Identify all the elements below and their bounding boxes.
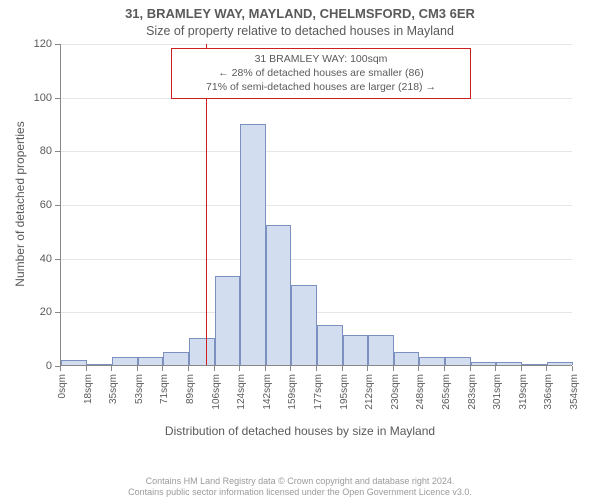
xtick-mark <box>393 366 394 371</box>
histogram-bar <box>189 338 215 365</box>
xtick-mark <box>214 366 215 371</box>
ytick-label: 80 <box>0 145 52 157</box>
xtick-mark <box>290 366 291 371</box>
histogram-bar <box>394 352 420 365</box>
ytick-mark <box>55 151 60 152</box>
xtick-mark <box>239 366 240 371</box>
histogram-bar <box>215 276 241 365</box>
xtick-label: 0sqm <box>57 374 68 398</box>
xtick-mark <box>137 366 138 371</box>
xtick-mark <box>444 366 445 371</box>
xtick-mark <box>342 366 343 371</box>
xtick-label: 18sqm <box>83 374 94 404</box>
xtick-label: 71sqm <box>159 374 170 404</box>
xtick-mark <box>521 366 522 371</box>
ytick-label: 100 <box>0 92 52 104</box>
ytick-label: 120 <box>0 38 52 50</box>
annotation-line: ← 28% of detached houses are smaller (86… <box>178 66 464 80</box>
histogram-bar <box>368 335 394 365</box>
x-axis-title: Distribution of detached houses by size … <box>0 424 600 438</box>
histogram-bar <box>496 362 522 365</box>
xtick-label: 248sqm <box>415 374 426 410</box>
ytick-mark <box>55 205 60 206</box>
xtick-mark <box>265 366 266 371</box>
xtick-label: 265sqm <box>441 374 452 410</box>
ytick-label: 0 <box>0 360 52 372</box>
gridline <box>61 205 572 206</box>
xtick-label: 106sqm <box>211 374 222 410</box>
histogram-bar <box>112 357 138 365</box>
xtick-mark <box>418 366 419 371</box>
histogram-bar <box>266 225 292 365</box>
gridline <box>61 151 572 152</box>
histogram-bar <box>343 335 369 365</box>
histogram-bar <box>445 357 471 365</box>
xtick-label: 177sqm <box>313 374 324 410</box>
xtick-label: 142sqm <box>262 374 273 410</box>
xtick-label: 301sqm <box>492 374 503 410</box>
xtick-label: 319sqm <box>518 374 529 410</box>
histogram-bar <box>61 360 87 365</box>
annotation-line: 31 BRAMLEY WAY: 100sqm <box>178 52 464 66</box>
xtick-mark <box>60 366 61 371</box>
histogram-bar <box>240 124 266 366</box>
histogram-bar <box>138 357 164 365</box>
attribution-text: Contains HM Land Registry data © Crown c… <box>0 476 600 499</box>
histogram-bar <box>87 364 113 365</box>
chart-title-main: 31, BRAMLEY WAY, MAYLAND, CHELMSFORD, CM… <box>0 6 600 21</box>
xtick-mark <box>111 366 112 371</box>
xtick-label: 124sqm <box>236 374 247 410</box>
ytick-label: 20 <box>0 306 52 318</box>
xtick-label: 89sqm <box>185 374 196 404</box>
xtick-label: 195sqm <box>339 374 350 410</box>
annotation-line: 71% of semi-detached houses are larger (… <box>178 80 464 94</box>
xtick-mark <box>86 366 87 371</box>
xtick-label: 336sqm <box>543 374 554 410</box>
xtick-mark <box>188 366 189 371</box>
xtick-label: 212sqm <box>364 374 375 410</box>
histogram-bar <box>419 357 445 365</box>
ytick-mark <box>55 259 60 260</box>
xtick-mark <box>367 366 368 371</box>
xtick-label: 35sqm <box>108 374 119 404</box>
histogram-bar <box>317 325 343 365</box>
xtick-label: 283sqm <box>467 374 478 410</box>
histogram-bar <box>163 352 189 365</box>
histogram-bar <box>471 362 497 365</box>
ytick-mark <box>55 312 60 313</box>
xtick-label: 354sqm <box>569 374 580 410</box>
histogram-bar <box>291 285 317 366</box>
gridline <box>61 44 572 45</box>
annotation-box: 31 BRAMLEY WAY: 100sqm← 28% of detached … <box>171 48 471 99</box>
xtick-mark <box>162 366 163 371</box>
attribution-line: Contains HM Land Registry data © Crown c… <box>0 476 600 487</box>
xtick-mark <box>470 366 471 371</box>
ytick-mark <box>55 98 60 99</box>
xtick-label: 159sqm <box>287 374 298 410</box>
ytick-label: 40 <box>0 253 52 265</box>
gridline <box>61 259 572 260</box>
plot-area: 31 BRAMLEY WAY: 100sqm← 28% of detached … <box>60 44 572 366</box>
xtick-mark <box>572 366 573 371</box>
histogram-bar <box>522 364 548 365</box>
xtick-mark <box>316 366 317 371</box>
ytick-label: 60 <box>0 199 52 211</box>
property-size-chart: 31, BRAMLEY WAY, MAYLAND, CHELMSFORD, CM… <box>0 0 600 500</box>
xtick-label: 53sqm <box>134 374 145 404</box>
xtick-mark <box>495 366 496 371</box>
xtick-mark <box>546 366 547 371</box>
ytick-mark <box>55 44 60 45</box>
chart-title-sub: Size of property relative to detached ho… <box>0 24 600 38</box>
attribution-line: Contains public sector information licen… <box>0 487 600 498</box>
histogram-bar <box>547 362 573 365</box>
xtick-label: 230sqm <box>390 374 401 410</box>
